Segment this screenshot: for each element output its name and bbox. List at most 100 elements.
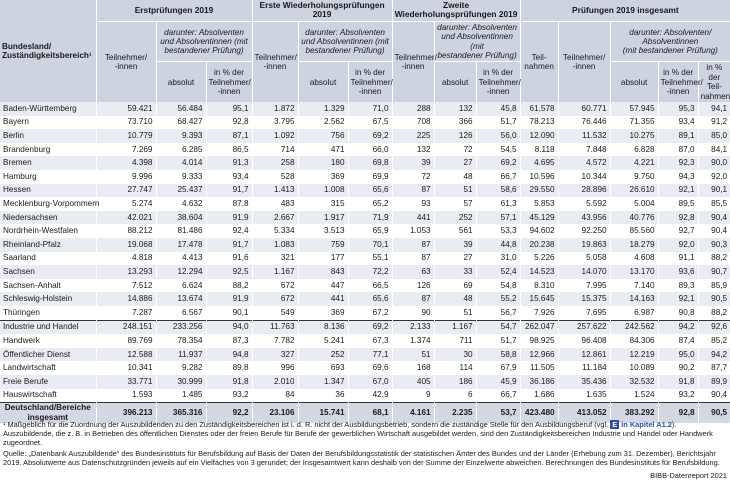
cell: 42,9 bbox=[347, 388, 393, 403]
cell: 10.341 bbox=[95, 361, 156, 375]
cell: 71,9 bbox=[347, 210, 393, 225]
cell: 89,8 bbox=[205, 361, 253, 375]
cell: 54,5 bbox=[475, 142, 521, 157]
cell: 327 bbox=[251, 347, 299, 362]
cell: 85.560 bbox=[609, 224, 659, 238]
table-row: Baden-Württemberg 59.421 56.484 95,1 1.872 1.… bbox=[0, 102, 730, 116]
cell: 693 bbox=[297, 361, 349, 375]
cell: 65,6 bbox=[347, 292, 393, 306]
cell: 56,7 bbox=[475, 305, 521, 321]
column-header: in % der Teilnehmer/ -innen bbox=[347, 61, 393, 103]
cell: 10.275 bbox=[609, 129, 659, 143]
cell: 89.769 bbox=[95, 334, 156, 348]
cell: 39 bbox=[391, 156, 435, 171]
cell: 9.282 bbox=[155, 361, 206, 375]
cell: 711 bbox=[433, 334, 477, 348]
cell: 1.524 bbox=[609, 388, 659, 403]
cell: 91,3 bbox=[205, 156, 253, 171]
cell: 12.588 bbox=[95, 347, 156, 362]
cell: 19.068 bbox=[95, 238, 156, 252]
header-row: Teilnehmer/ -innen darunter: Absolventen … bbox=[0, 21, 730, 103]
cell: 9.996 bbox=[95, 170, 156, 184]
cell: 18.279 bbox=[609, 238, 659, 252]
cell: 57,1 bbox=[475, 210, 521, 225]
cell: 94.602 bbox=[519, 224, 559, 238]
cell: 90,1 bbox=[697, 183, 730, 198]
cell: 93,2 bbox=[205, 388, 253, 403]
row-label: Hamburg bbox=[0, 170, 96, 184]
cell: 66,0 bbox=[347, 142, 393, 157]
cell: 7.926 bbox=[519, 305, 559, 321]
cell: 321 bbox=[251, 251, 299, 266]
cell: 90,4 bbox=[697, 224, 730, 238]
chapter-link[interactable]: in Kapitel A1.2 bbox=[619, 420, 672, 429]
cell: 48 bbox=[433, 170, 477, 184]
cell: 11.937 bbox=[155, 347, 206, 362]
table-row: Hamburg 9.996 9.333 93,4 528 369 69,9 72 48 66,7 1… bbox=[0, 170, 730, 184]
cell: 180 bbox=[297, 156, 349, 171]
cell: 3.513 bbox=[297, 224, 349, 238]
cell: 714 bbox=[251, 142, 299, 157]
cell: 95,1 bbox=[205, 102, 253, 116]
cell: 92,4 bbox=[205, 224, 253, 238]
cell: 1.485 bbox=[155, 388, 206, 403]
subgroup-header: darunter: Absolventen und Absolventinnen… bbox=[297, 21, 393, 63]
cell: 43.956 bbox=[557, 210, 611, 225]
cell: 369 bbox=[297, 305, 349, 321]
row-label: Saarland bbox=[0, 251, 96, 266]
cell: 423.480 bbox=[519, 402, 559, 424]
row-label: Baden-Württemberg bbox=[0, 102, 96, 116]
column-header: Teilnehmer/ -innen bbox=[391, 21, 437, 103]
cell: 5.592 bbox=[557, 197, 611, 211]
cell: 92,8 bbox=[657, 210, 699, 225]
cell: 91,8 bbox=[205, 374, 253, 389]
cell: 69,6 bbox=[347, 361, 393, 375]
cell: 90 bbox=[391, 305, 435, 321]
table-row: Schleswig-Holstein 14.886 13.674 91,9 672 441… bbox=[0, 292, 730, 306]
cell: 92,8 bbox=[657, 402, 699, 424]
cell: 57.945 bbox=[609, 102, 659, 116]
cell: 5.241 bbox=[297, 334, 349, 348]
cell: 93,4 bbox=[205, 170, 253, 184]
cell: 561 bbox=[433, 224, 477, 238]
footnote-text: ¹ Maßgeblich für die Zuordnung der Auszu… bbox=[3, 420, 611, 429]
credit: BIBB-Datenreport 2021 bbox=[650, 471, 727, 480]
footnote: ¹ Maßgeblich für die Zuordnung der Auszu… bbox=[3, 420, 727, 448]
chapter-icon[interactable]: E bbox=[610, 420, 620, 429]
cell: 12.861 bbox=[557, 347, 611, 362]
cell: 68.427 bbox=[155, 115, 206, 130]
cell: 94,8 bbox=[205, 347, 253, 362]
cell: 12.090 bbox=[519, 129, 559, 143]
row-label: Bayern bbox=[0, 115, 96, 130]
cell: 56,0 bbox=[475, 129, 521, 143]
cell: 756 bbox=[297, 129, 349, 143]
cell: 13.293 bbox=[95, 265, 156, 279]
cell: 369 bbox=[297, 170, 349, 184]
subgroup-header: darunter: Absolventen und Absolventinnen… bbox=[433, 21, 521, 63]
cell: 51 bbox=[433, 183, 477, 198]
cell: 55,2 bbox=[475, 292, 521, 306]
cell: 92,0 bbox=[697, 170, 730, 184]
table-row: Freie Berufe 33.771 30.999 91,8 2.010 1.347 67… bbox=[0, 374, 730, 389]
cell: 69,2 bbox=[347, 319, 393, 335]
row-label: Landwirtschaft bbox=[0, 361, 96, 375]
table-row: Niedersachsen 42.021 38.604 91,9 2.667 1.917 7… bbox=[0, 210, 730, 225]
table-header: Bundesland/ Zuständigkeitsbereich¹ Erstpr… bbox=[0, 0, 730, 103]
cell: 45,8 bbox=[475, 102, 521, 116]
cell: 4.398 bbox=[95, 156, 156, 171]
cell: 67,5 bbox=[347, 115, 393, 130]
table-row: Bremen 4.398 4.014 91,3 258 180 69,8 39 27 69,2 4.… bbox=[0, 156, 730, 171]
row-label: Brandenburg bbox=[0, 142, 96, 157]
cell: 11.763 bbox=[251, 319, 299, 335]
cell: 4.161 bbox=[391, 402, 435, 424]
cell: 87,8 bbox=[205, 197, 253, 211]
group-header: Prüfungen 2019 insgesamt bbox=[519, 0, 730, 22]
group-header: Erstprüfungen 2019 bbox=[95, 0, 253, 22]
cell: 10.344 bbox=[557, 170, 611, 184]
subgroup-header: darunter: Absolventen und Absolventinnen… bbox=[155, 21, 253, 63]
column-header: in % der Teilnehmer/ -innen bbox=[657, 61, 703, 103]
cell: 186 bbox=[433, 374, 477, 389]
table-row: Saarland 4.818 4.413 91,6 321 177 55,1 87 27 31,0… bbox=[0, 251, 730, 266]
cell: 66,5 bbox=[347, 278, 393, 293]
table-row: Rheinland-Pfalz 19.068 17.478 91,7 1.083 759 7… bbox=[0, 238, 730, 252]
